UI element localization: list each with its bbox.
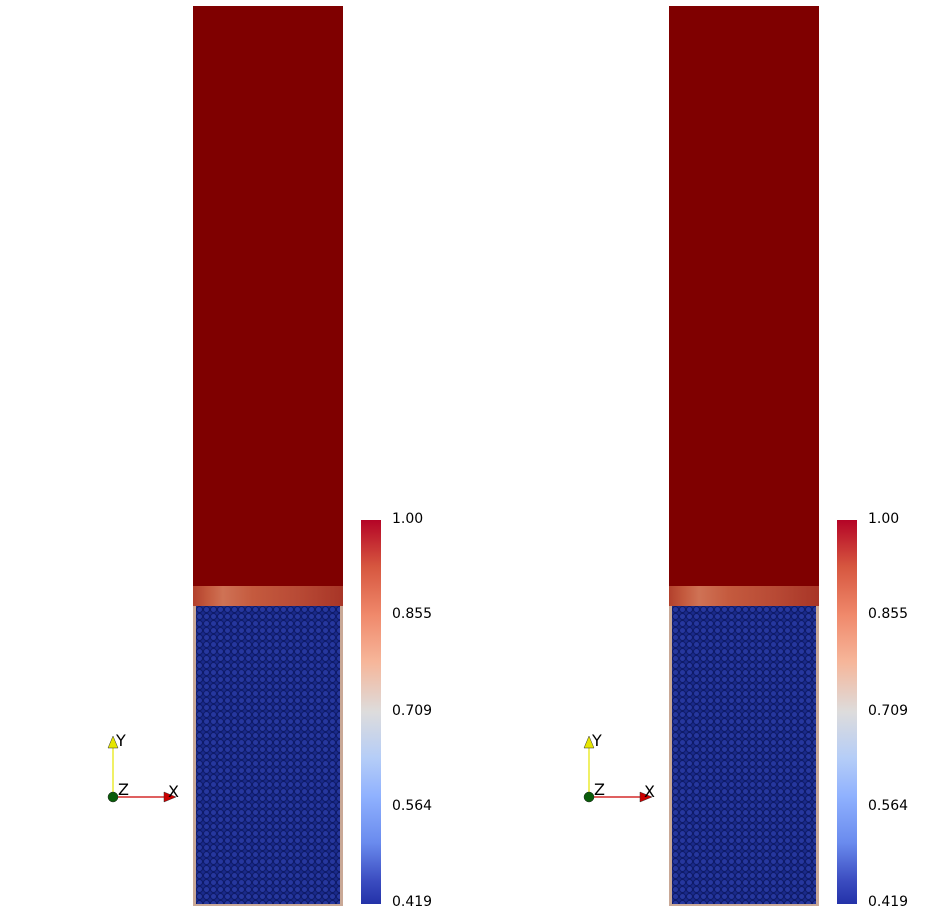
scale-tick-max: 1.00 [392, 511, 424, 527]
scale-tick: 0.709 [392, 703, 433, 719]
simulation-domain [669, 6, 819, 906]
simulation-domain [193, 6, 343, 906]
scale-tick-min: 0.419 [392, 894, 433, 910]
scale-tick-max: 1.00 [868, 511, 900, 527]
scale-tick: 0.709 [868, 703, 909, 719]
orientation-axes: Y Z X [100, 730, 190, 810]
color-scale-bar [361, 520, 381, 904]
axis-label-z: Z [594, 780, 605, 799]
axis-label-y: Y [116, 731, 126, 750]
scale-tick: 0.855 [392, 606, 433, 622]
axes-icon [583, 735, 653, 803]
particle-bed [193, 606, 343, 906]
particles [672, 606, 816, 904]
scale-tick-min: 0.419 [868, 894, 909, 910]
axis-label-x: X [168, 782, 179, 801]
scale-tick: 0.564 [392, 798, 433, 814]
axis-label-x: X [644, 782, 655, 801]
axis-label-z: Z [118, 780, 129, 799]
orientation-axes: Y Z X [576, 730, 666, 810]
fluid-region [193, 6, 343, 586]
scale-tick: 0.564 [868, 798, 909, 814]
axes-icon [107, 735, 177, 803]
particles [196, 606, 340, 904]
interface-layer [193, 586, 343, 606]
scale-tick: 0.855 [868, 606, 909, 622]
fluid-region [669, 6, 819, 586]
axis-label-y: Y [592, 731, 602, 750]
interface-layer [669, 586, 819, 606]
render-view-left[interactable]: 1.00 0.855 0.709 0.564 0.419 Y Z X [0, 0, 476, 912]
particle-bed [669, 606, 819, 906]
render-view-right[interactable]: 1.00 0.855 0.709 0.564 0.419 Y Z X [476, 0, 952, 912]
color-scale-bar [837, 520, 857, 904]
